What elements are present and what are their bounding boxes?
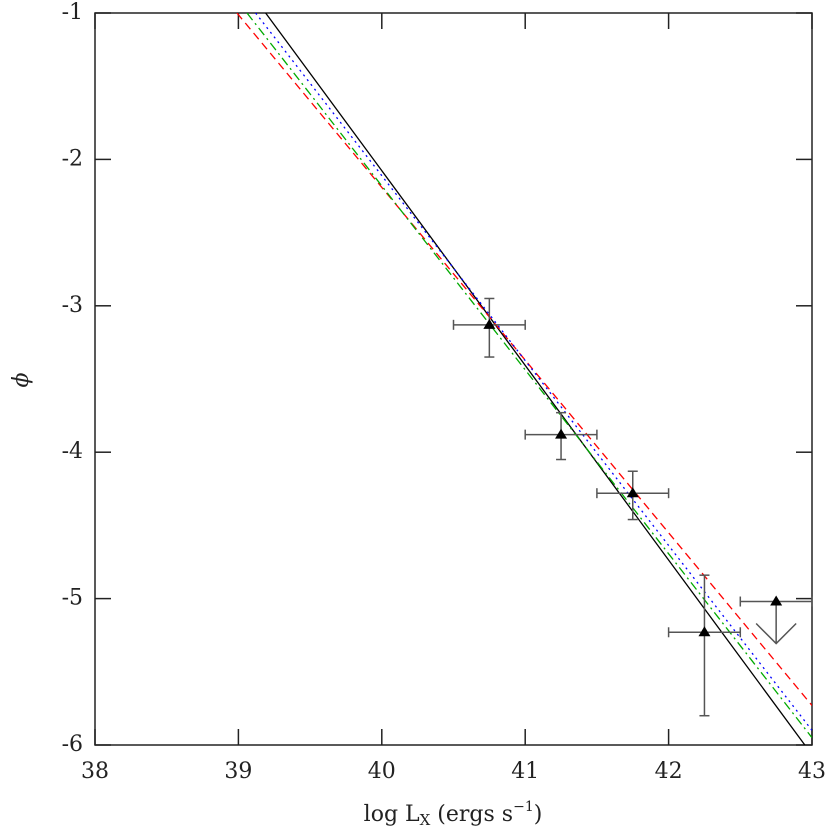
x-tick-label: 41 xyxy=(511,759,539,784)
model-line xyxy=(246,13,812,739)
x-tick-label: 43 xyxy=(798,759,826,784)
data-point xyxy=(770,595,783,606)
y-axis-label: ϕ xyxy=(9,373,34,388)
x-label-part: (ergs s xyxy=(430,802,513,827)
x-label-part: log L xyxy=(364,802,420,827)
upper-limit-arrow xyxy=(755,601,797,645)
model-line xyxy=(236,13,812,706)
x-label-sup: −1 xyxy=(513,799,534,815)
y-tick-label: -3 xyxy=(62,293,83,318)
y-tick-label: -6 xyxy=(62,732,83,757)
model-line xyxy=(265,13,806,745)
x-tick-label: 40 xyxy=(368,759,396,784)
x-tick-label: 42 xyxy=(655,759,683,784)
x-label-part: ) xyxy=(534,802,543,827)
y-tick-label: -1 xyxy=(62,0,83,25)
data-point xyxy=(626,487,639,498)
x-tick-label: 38 xyxy=(81,759,109,784)
y-tick-label: -5 xyxy=(62,586,83,611)
y-tick-label: -2 xyxy=(62,146,83,171)
data-point xyxy=(483,318,496,329)
x-label-sub: X xyxy=(420,811,431,829)
model-line xyxy=(255,13,812,731)
x-axis-label: log LX (ergs s−1) xyxy=(364,799,543,829)
y-tick-label: -4 xyxy=(62,439,83,464)
x-tick-label: 39 xyxy=(224,759,252,784)
data-point xyxy=(698,626,711,637)
data-point xyxy=(555,428,568,439)
plot-frame xyxy=(94,12,813,746)
